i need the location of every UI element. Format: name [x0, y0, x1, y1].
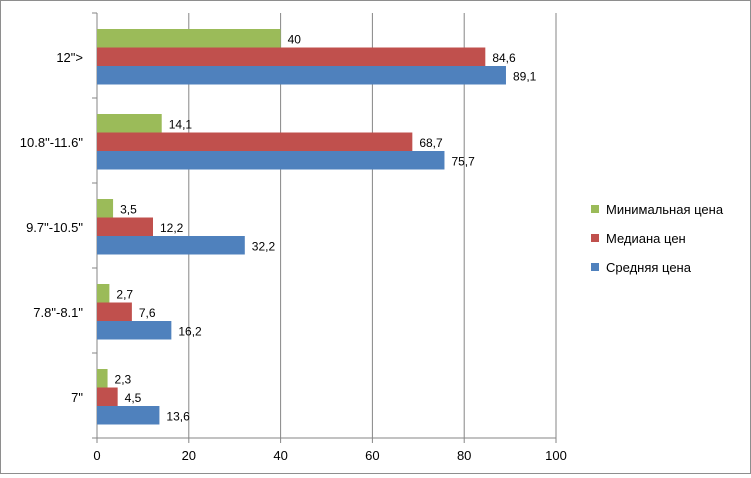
bar — [97, 217, 153, 236]
data-label: 40 — [288, 32, 302, 46]
data-label: 12,2 — [160, 221, 184, 235]
legend-label-min: Минимальная цена — [606, 202, 724, 217]
legend-item-min: Минимальная цена — [591, 201, 723, 219]
data-label: 14,1 — [169, 117, 193, 131]
legend-swatch-min — [591, 205, 599, 213]
bar — [97, 47, 486, 66]
data-label: 89,1 — [513, 69, 537, 83]
data-label: 2,3 — [115, 372, 132, 386]
x-tick-label: 60 — [365, 448, 379, 463]
bar — [97, 406, 160, 425]
data-label: 13,6 — [166, 409, 190, 423]
data-label: 68,7 — [419, 136, 443, 150]
y-category-label: 12"> — [56, 50, 83, 65]
bar — [97, 302, 132, 321]
legend-swatch-mean — [591, 263, 599, 271]
y-category-label: 7" — [71, 390, 83, 405]
bar — [97, 66, 506, 85]
bar — [97, 284, 110, 303]
bar — [97, 199, 114, 218]
bar — [97, 387, 118, 406]
y-category-label: 9.7"-10.5" — [26, 220, 83, 235]
data-label: 84,6 — [492, 51, 516, 65]
data-label: 16,2 — [178, 324, 202, 338]
y-category-label: 10.8"-11.6" — [20, 135, 84, 150]
bar — [97, 29, 281, 48]
x-tick-label: 0 — [93, 448, 100, 463]
x-tick-label: 80 — [457, 448, 471, 463]
legend-item-median: Медиана цен — [591, 230, 723, 248]
bar — [97, 132, 413, 151]
bar — [97, 321, 172, 340]
legend-label-median: Медиана цен — [606, 231, 686, 246]
legend: Минимальная цена Медиана цен Средняя цен… — [591, 201, 723, 288]
x-tick-label: 20 — [182, 448, 196, 463]
data-label: 75,7 — [451, 154, 475, 168]
data-label: 4,5 — [125, 391, 142, 405]
data-label: 7,6 — [139, 306, 156, 320]
y-category-label: 7.8"-8.1" — [33, 305, 83, 320]
bar — [97, 369, 108, 388]
bar — [97, 236, 245, 255]
bar — [97, 151, 445, 170]
data-label: 32,2 — [252, 239, 276, 253]
legend-swatch-median — [591, 234, 599, 242]
bar — [97, 114, 162, 133]
legend-item-mean: Средняя цена — [591, 259, 723, 277]
data-label: 2,7 — [116, 287, 133, 301]
data-label: 3,5 — [120, 202, 137, 216]
x-tick-label: 40 — [273, 448, 287, 463]
legend-label-mean: Средняя цена — [606, 260, 691, 275]
x-tick-label: 100 — [545, 448, 567, 463]
